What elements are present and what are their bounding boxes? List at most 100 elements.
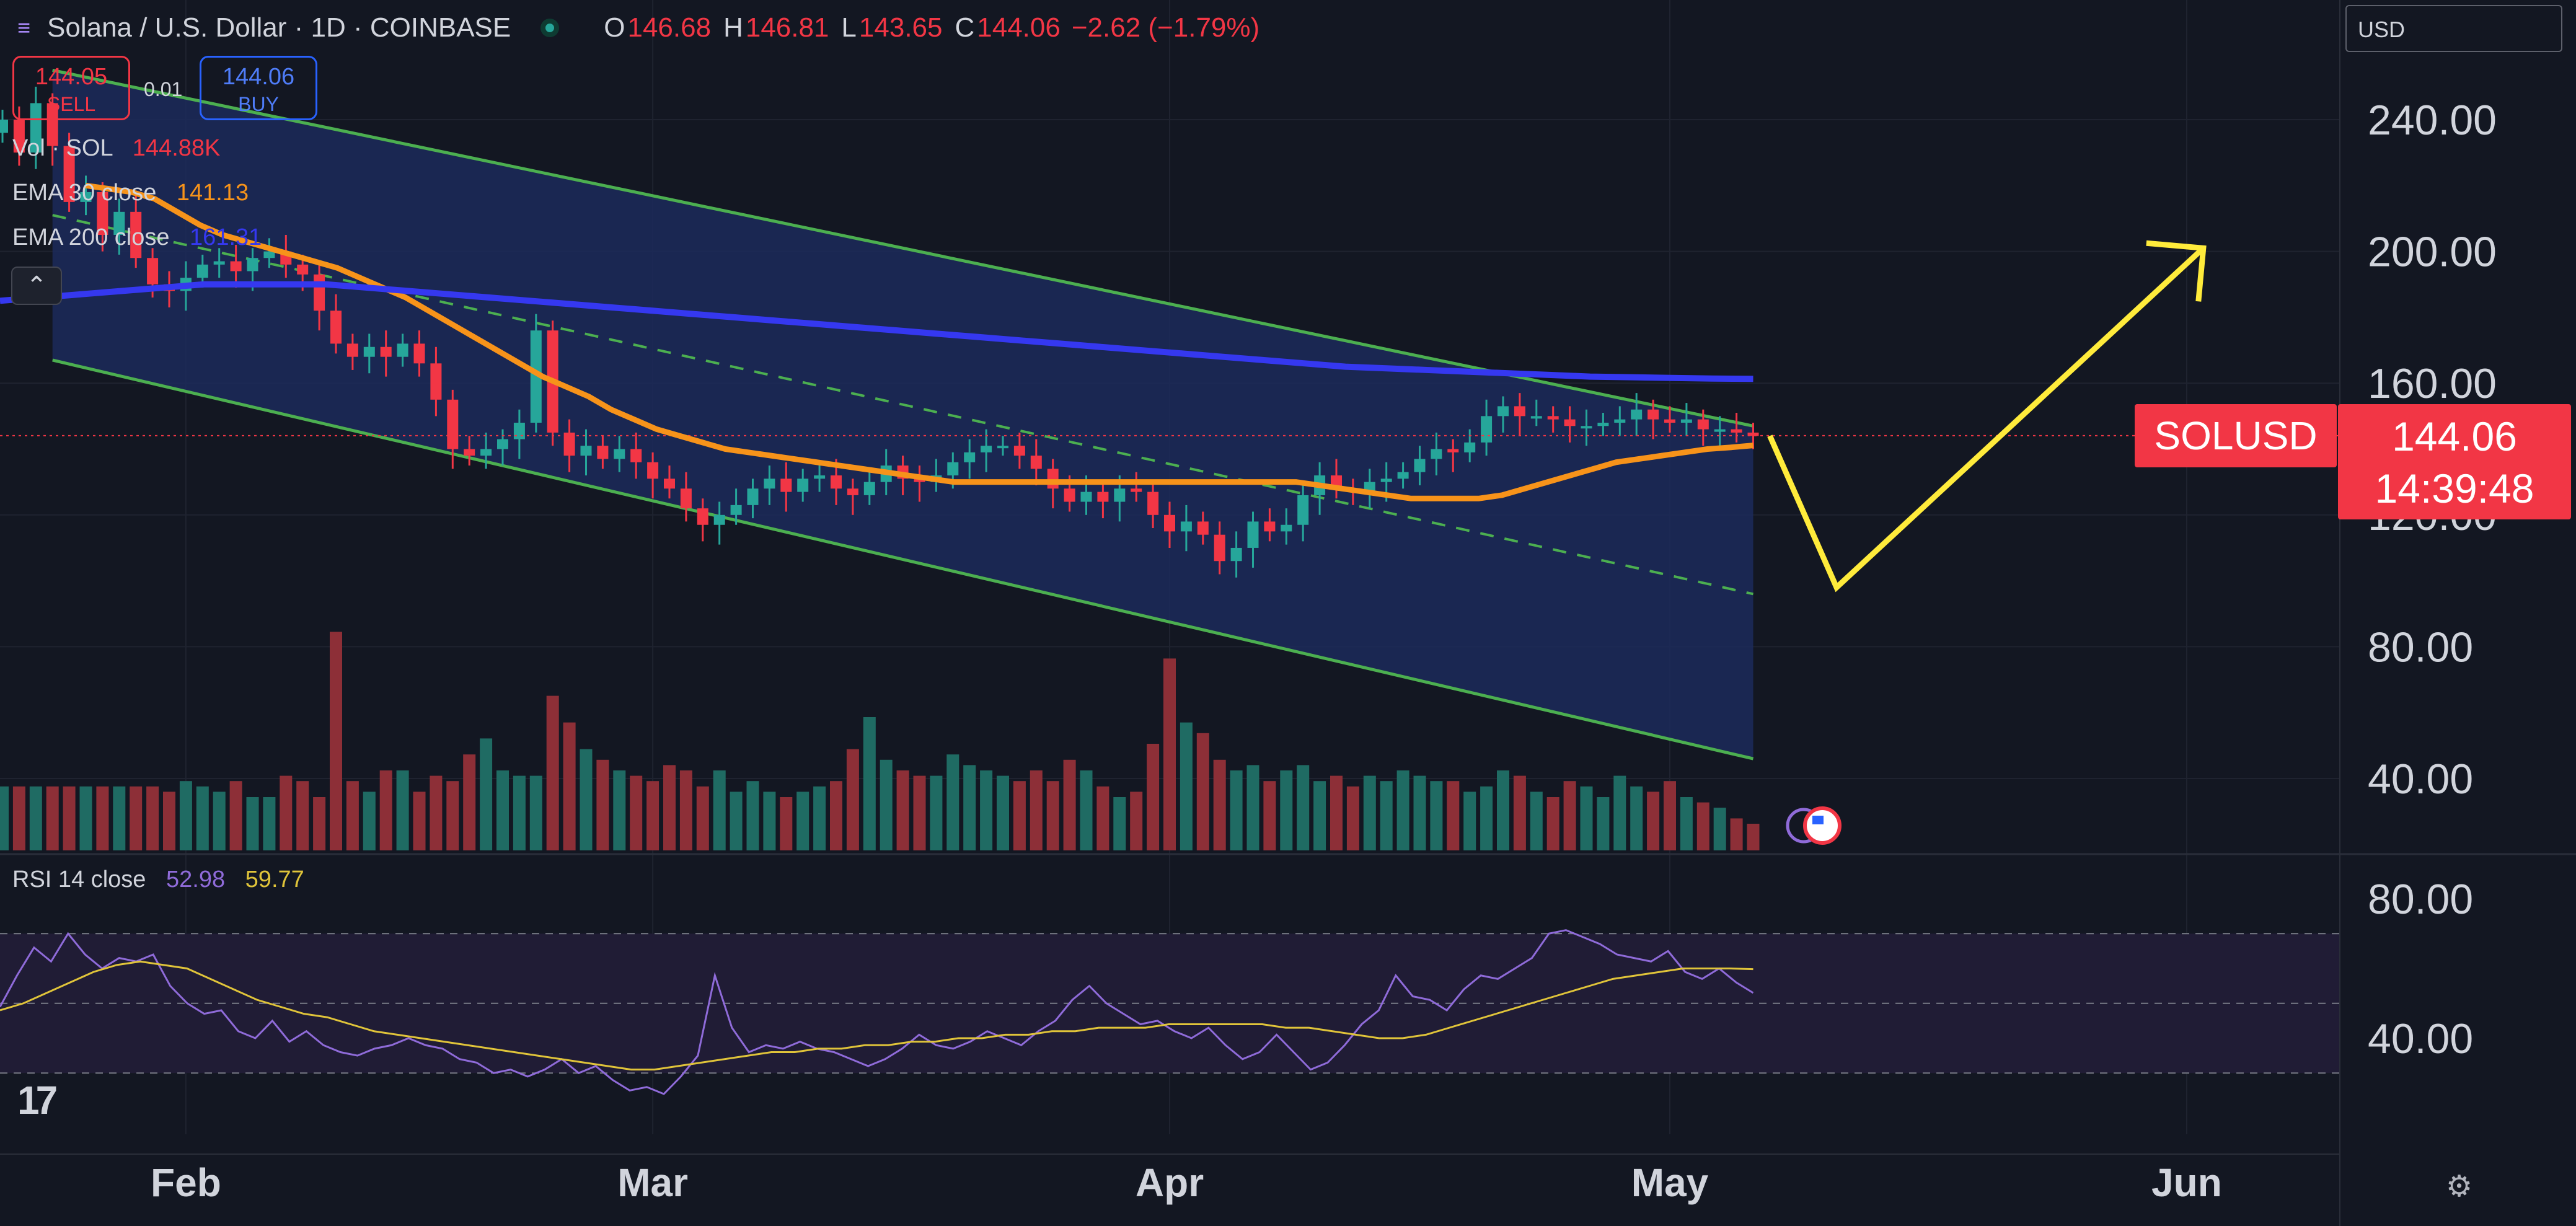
candle-body[interactable] <box>147 258 159 284</box>
candle-body[interactable] <box>430 363 442 400</box>
candle-body[interactable] <box>981 446 992 452</box>
candle-body[interactable] <box>397 343 408 357</box>
candle-body[interactable] <box>247 258 258 271</box>
candle-body[interactable] <box>964 452 976 462</box>
collapse-legend-button[interactable]: ⌃ <box>11 267 62 305</box>
candle-body[interactable] <box>1230 547 1242 562</box>
candle-body[interactable] <box>697 508 708 525</box>
candle-body[interactable] <box>1013 446 1025 456</box>
candle-body[interactable] <box>580 446 592 456</box>
channel-upper-line[interactable] <box>52 68 1754 428</box>
candle-body[interactable] <box>1180 521 1192 532</box>
candle-body[interactable] <box>213 261 225 265</box>
candle-body[interactable] <box>1581 426 1592 429</box>
candle-body[interactable] <box>480 449 492 456</box>
us-economic-event-icon[interactable] <box>1803 806 1842 845</box>
candle-body[interactable] <box>1147 492 1159 515</box>
ema30-line[interactable] <box>85 182 1753 501</box>
candle-body[interactable] <box>863 482 875 495</box>
candle-body[interactable] <box>831 475 842 489</box>
candle-body[interactable] <box>346 343 358 357</box>
candle-body[interactable] <box>1498 406 1509 417</box>
candle-body[interactable] <box>1680 419 1692 423</box>
candle-body[interactable] <box>1747 432 1759 436</box>
candle-body[interactable] <box>1481 416 1493 443</box>
candle-body[interactable] <box>1097 492 1109 502</box>
candle-body[interactable] <box>1714 429 1726 432</box>
candle-body[interactable] <box>1464 442 1476 452</box>
candle-body[interactable] <box>764 478 775 489</box>
candle-body[interactable] <box>1431 449 1442 459</box>
candle-body[interactable] <box>1131 488 1142 492</box>
candle-body[interactable] <box>680 488 692 509</box>
event-markers[interactable] <box>1786 806 1842 845</box>
candle-body[interactable] <box>230 261 242 271</box>
candle-body[interactable] <box>814 475 826 479</box>
settings-gear-icon[interactable]: ⚙ <box>2446 1170 2473 1203</box>
candle-body[interactable] <box>1564 419 1576 426</box>
candle-body[interactable] <box>63 146 75 202</box>
candle-body[interactable] <box>1197 521 1209 535</box>
candle-body[interactable] <box>0 120 8 133</box>
candle-body[interactable] <box>330 311 342 344</box>
candle-body[interactable] <box>380 346 392 357</box>
candle-body[interactable] <box>530 330 542 423</box>
candle-body[interactable] <box>1297 495 1309 525</box>
sell-button[interactable]: 144.05 SELL <box>12 56 130 120</box>
ema200-line[interactable] <box>0 281 1753 382</box>
candle-body[interactable] <box>664 478 675 489</box>
candle-body[interactable] <box>413 343 425 364</box>
candle-body[interactable] <box>1530 416 1542 419</box>
candle-body[interactable] <box>130 211 142 258</box>
candle-body[interactable] <box>30 103 42 153</box>
candle-body[interactable] <box>1547 416 1559 420</box>
rsi-ma-line[interactable] <box>0 960 1753 1071</box>
volume-legend[interactable]: Vol · SOL 144.88K <box>12 135 220 162</box>
candle-body[interactable] <box>947 462 959 476</box>
candle-body[interactable] <box>1614 419 1626 423</box>
candle-body[interactable] <box>647 462 659 479</box>
ema30-legend[interactable]: EMA 30 close 141.13 <box>12 180 249 206</box>
candle-body[interactable] <box>1397 472 1409 479</box>
candle-body[interactable] <box>80 192 92 202</box>
candle-body[interactable] <box>263 251 275 258</box>
candle-body[interactable] <box>1047 469 1059 489</box>
candle-body[interactable] <box>464 449 475 456</box>
candle-body[interactable] <box>1214 534 1225 562</box>
currency-select[interactable]: USD <box>2345 5 2562 52</box>
candle-body[interactable] <box>614 449 625 459</box>
candle-body[interactable] <box>1414 459 1426 472</box>
candle-body[interactable] <box>1664 419 1675 423</box>
rsi-legend[interactable]: RSI 14 close 52.98 59.77 <box>12 867 304 893</box>
market-status-icon[interactable] <box>540 19 560 37</box>
candle-body[interactable] <box>1647 409 1659 420</box>
projection-arrow[interactable] <box>1767 245 2205 593</box>
candle-body[interactable] <box>597 446 609 459</box>
candle-body[interactable] <box>1597 422 1609 426</box>
candle-body[interactable] <box>1380 478 1392 482</box>
candle-body[interactable] <box>1731 429 1742 433</box>
candle-body[interactable] <box>1697 419 1709 430</box>
candle-body[interactable] <box>997 446 1008 449</box>
tradingview-logo-icon[interactable]: 17 <box>17 1078 58 1122</box>
candle-body[interactable] <box>1114 488 1126 502</box>
candle-body[interactable] <box>1264 521 1276 532</box>
candle-body[interactable] <box>563 432 575 456</box>
symbol-title[interactable]: Solana / U.S. Dollar · 1D · COINBASE <box>47 12 511 43</box>
buy-button[interactable]: 144.06 BUY <box>200 56 317 120</box>
candle-body[interactable] <box>1281 524 1292 532</box>
candle-body[interactable] <box>497 439 508 449</box>
candle-body[interactable] <box>297 264 309 275</box>
candle-body[interactable] <box>914 478 925 482</box>
candle-body[interactable] <box>363 346 375 357</box>
candle-body[interactable] <box>1064 488 1075 502</box>
symbol-header[interactable]: ≡ Solana / U.S. Dollar · 1D · COINBASE O… <box>0 6 1259 50</box>
candle-body[interactable] <box>13 120 25 153</box>
candle-body[interactable] <box>730 505 742 515</box>
candle-body[interactable] <box>314 274 325 311</box>
candle-body[interactable] <box>780 478 792 492</box>
candle-body[interactable] <box>1080 492 1092 502</box>
ema200-legend[interactable]: EMA 200 close 161.31 <box>12 224 262 251</box>
candle-body[interactable] <box>46 103 58 146</box>
